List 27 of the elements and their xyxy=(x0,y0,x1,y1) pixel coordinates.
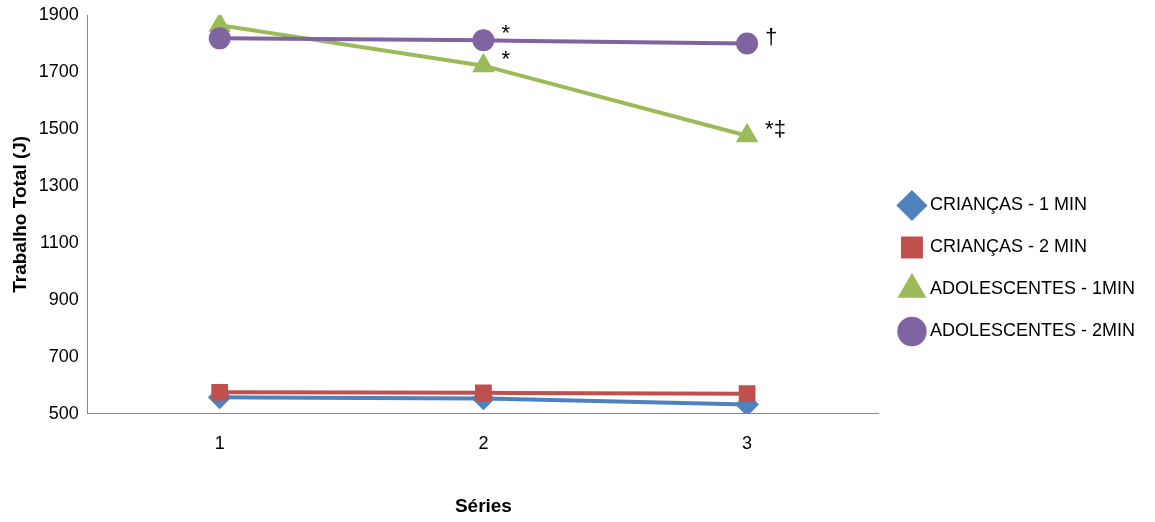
point xyxy=(738,385,756,403)
annotation: * xyxy=(501,45,511,71)
y-tick-label: 1900 xyxy=(38,3,79,24)
y-tick-label: 900 xyxy=(48,288,79,309)
point xyxy=(211,383,229,401)
x-axis-title: Séries xyxy=(454,494,512,516)
annotation: *‡ xyxy=(765,115,786,141)
point xyxy=(472,29,495,52)
annotation: * xyxy=(501,20,511,46)
y-tick-label: 500 xyxy=(48,402,79,423)
y-tick-label: 1300 xyxy=(38,174,79,195)
y-tick-label: 1100 xyxy=(40,231,79,252)
x-tick-label: 2 xyxy=(478,433,489,454)
x-tick-label: 3 xyxy=(742,433,753,454)
point xyxy=(208,27,231,50)
x-tick-label: 1 xyxy=(214,433,225,454)
legend-label: ADOLESCENTES - 1MIN xyxy=(929,278,1136,299)
y-axis-title: Trabalho Total (J) xyxy=(8,135,30,293)
legend-label: ADOLESCENTES - 2MIN xyxy=(929,320,1136,341)
y-tick-label: 700 xyxy=(48,345,79,366)
legend-label: CRIANÇAS - 1 MIN xyxy=(929,194,1087,215)
y-tick-label: 1500 xyxy=(38,117,79,138)
legend-label: CRIANÇAS - 2 MIN xyxy=(929,236,1087,257)
annotation: † xyxy=(765,23,778,49)
point xyxy=(475,384,492,402)
point xyxy=(736,32,759,55)
y-tick-label: 1700 xyxy=(38,60,79,81)
